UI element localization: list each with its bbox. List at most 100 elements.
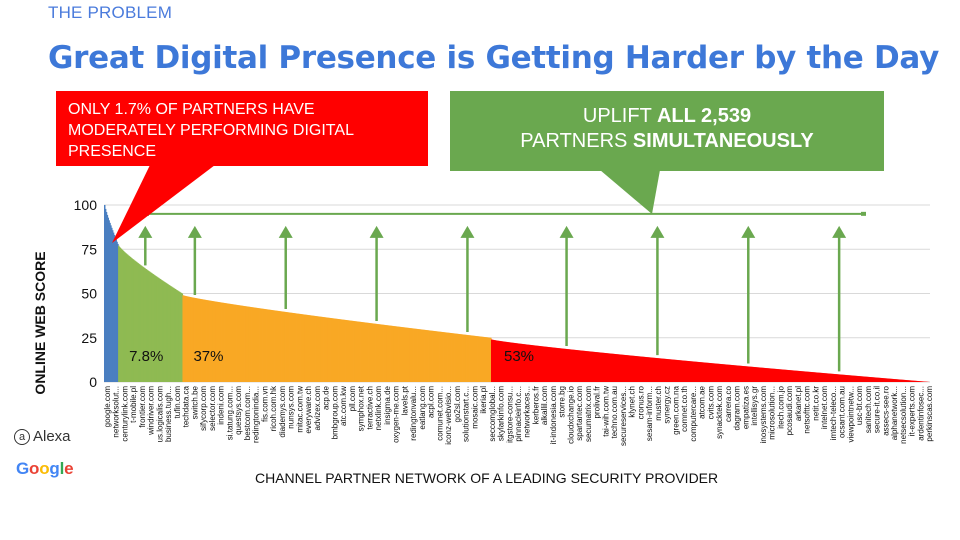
bar bbox=[292, 313, 295, 382]
bar bbox=[407, 327, 409, 382]
x-tick-label: centurylink.com bbox=[120, 386, 129, 442]
bar bbox=[427, 330, 430, 382]
bar bbox=[280, 311, 282, 382]
bar bbox=[533, 345, 535, 382]
bar bbox=[741, 365, 743, 382]
bar bbox=[214, 301, 216, 382]
x-tick-label: itgstore-consu... bbox=[505, 386, 514, 443]
bar bbox=[314, 315, 317, 382]
x-axis-label: CHANNEL PARTNER NETWORK OF A LEADING SEC… bbox=[255, 470, 719, 486]
bar bbox=[203, 299, 206, 382]
bar bbox=[316, 316, 318, 382]
bar bbox=[623, 354, 625, 382]
bar bbox=[264, 309, 266, 382]
bar bbox=[350, 320, 353, 382]
bar bbox=[137, 263, 139, 382]
bar bbox=[394, 326, 396, 382]
bar bbox=[825, 373, 828, 382]
bar bbox=[510, 342, 512, 382]
bar bbox=[495, 340, 497, 382]
bar bbox=[770, 368, 772, 382]
bar bbox=[880, 377, 883, 382]
bar bbox=[233, 304, 236, 382]
bar bbox=[774, 368, 777, 382]
bar bbox=[442, 332, 444, 382]
bar bbox=[468, 335, 471, 382]
bar bbox=[352, 320, 355, 382]
bar bbox=[124, 252, 126, 382]
bar bbox=[833, 374, 836, 382]
bar bbox=[783, 369, 786, 382]
bar bbox=[707, 362, 710, 382]
bar bbox=[673, 359, 675, 382]
bar bbox=[503, 341, 505, 382]
x-tick-label: si.tatung.com... bbox=[225, 386, 234, 440]
bar bbox=[302, 314, 304, 382]
bar bbox=[421, 329, 423, 382]
x-tick-label: atc.com.kw bbox=[339, 386, 348, 426]
bar bbox=[253, 307, 256, 382]
bar bbox=[742, 365, 744, 382]
bar bbox=[781, 369, 783, 382]
bar bbox=[185, 296, 188, 382]
bar bbox=[754, 367, 757, 382]
bar bbox=[576, 350, 578, 382]
x-tick-label: ricoh.com.hk bbox=[269, 385, 278, 431]
uplift-arrowhead bbox=[278, 225, 293, 238]
bar bbox=[364, 322, 366, 382]
bar bbox=[696, 361, 698, 382]
bar bbox=[853, 375, 855, 382]
bar bbox=[524, 344, 526, 382]
x-tick-label: it-indonesia.com bbox=[549, 386, 558, 445]
bar bbox=[633, 355, 636, 382]
bar bbox=[319, 316, 322, 382]
bar bbox=[200, 299, 202, 382]
bar bbox=[226, 303, 229, 382]
bar bbox=[126, 253, 128, 382]
bar bbox=[738, 365, 741, 382]
bar bbox=[355, 321, 357, 382]
x-tick-label: cvits.com bbox=[706, 386, 715, 420]
bar bbox=[128, 256, 131, 382]
bar bbox=[870, 377, 872, 382]
x-tick-label: seccomglobal... bbox=[488, 386, 497, 442]
bar bbox=[759, 367, 762, 382]
bar bbox=[854, 375, 856, 382]
bar bbox=[817, 372, 819, 382]
x-tick-label: t-mobile.pl bbox=[129, 386, 138, 423]
bar bbox=[684, 360, 687, 382]
bar bbox=[894, 379, 897, 382]
bar bbox=[448, 332, 451, 382]
bar bbox=[236, 304, 238, 382]
bar bbox=[729, 364, 732, 382]
bar bbox=[890, 378, 892, 382]
bar bbox=[784, 369, 787, 382]
bar bbox=[543, 346, 545, 382]
bar bbox=[772, 368, 774, 382]
bar bbox=[915, 380, 917, 382]
bar bbox=[241, 305, 244, 382]
x-tick-label: netsecsolution... bbox=[899, 386, 908, 444]
x-tick-label: insigma.de bbox=[383, 385, 392, 424]
bar bbox=[321, 316, 324, 382]
bar bbox=[505, 341, 507, 382]
bar bbox=[375, 323, 377, 382]
bar bbox=[359, 321, 362, 382]
bar bbox=[809, 371, 811, 382]
bar bbox=[172, 287, 175, 382]
bar bbox=[678, 360, 681, 382]
uplift-arrowhead bbox=[460, 225, 475, 238]
alexa-logo-text: Alexa bbox=[33, 428, 71, 445]
bar bbox=[464, 334, 467, 382]
x-tick-label: klynet.ch bbox=[628, 386, 637, 418]
bar bbox=[636, 356, 638, 382]
bar bbox=[905, 380, 907, 382]
bar bbox=[559, 348, 562, 382]
bar bbox=[334, 318, 337, 382]
bar bbox=[780, 369, 782, 382]
bar bbox=[278, 311, 281, 382]
bar bbox=[830, 373, 832, 382]
bar bbox=[170, 286, 172, 382]
bar bbox=[152, 274, 154, 382]
bar bbox=[223, 302, 226, 382]
